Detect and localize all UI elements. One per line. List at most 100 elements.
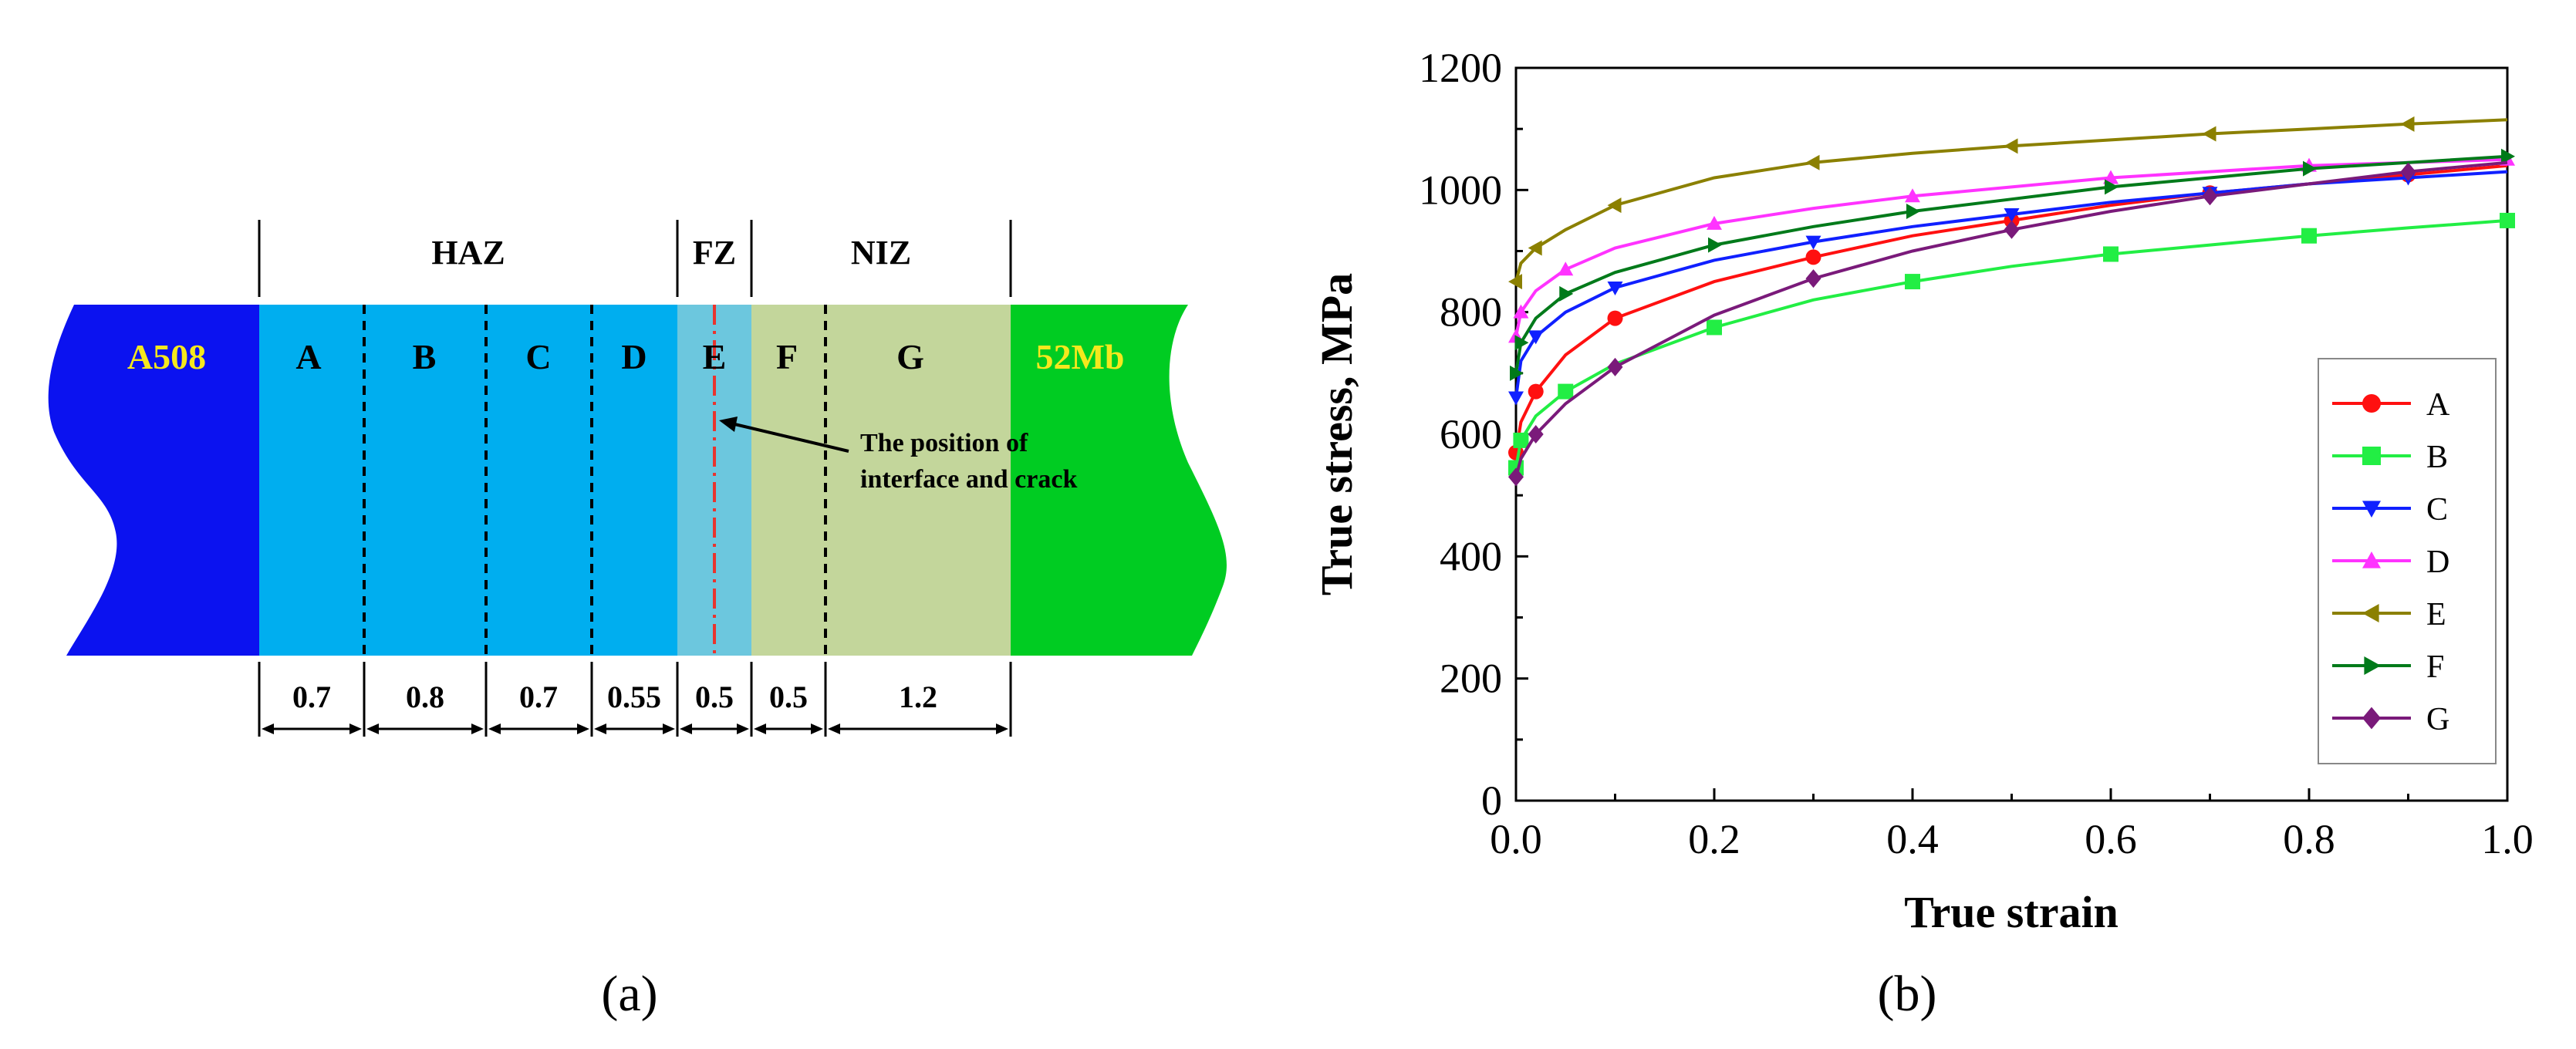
y-axis-label: True stress, MPa: [1312, 273, 1362, 595]
data-point: [2004, 220, 2020, 239]
data-point: [2362, 447, 2381, 465]
data-point: [2501, 148, 2515, 164]
data-point: [1508, 467, 1524, 487]
legend-label: D: [2426, 545, 2449, 580]
annotation-line-2: interface and crack: [860, 465, 1077, 494]
legend-label: E: [2426, 597, 2446, 632]
legend-label: G: [2426, 702, 2449, 737]
series-B: [1508, 212, 2515, 476]
caption-a: (a): [601, 966, 657, 1022]
y-tick-label: 1000: [1419, 167, 1502, 213]
series-line: [1514, 218, 2508, 468]
dimension-arrow: [680, 724, 749, 734]
legend-item-B: B: [2332, 440, 2448, 475]
data-point: [2362, 707, 2381, 730]
x-tick-label: 0.8: [2283, 816, 2335, 862]
data-point: [2362, 604, 2379, 622]
data-point: [1607, 310, 1623, 326]
zone-label-f: F: [776, 337, 798, 376]
dimension-arrow: [488, 724, 589, 734]
data-point: [1707, 215, 1722, 230]
legend-label: C: [2426, 492, 2448, 528]
zone-label-a: A: [295, 337, 321, 376]
x-tick-label: 0.4: [1886, 816, 1939, 862]
dimension-arrows: [262, 724, 1008, 734]
legend-item-G: G: [2332, 702, 2449, 737]
axis-tick-labels: 0.0 0.2 0.4 0.6 0.8 1.0 0 200 400 600 800 1000 1200: [1419, 45, 2534, 862]
data-point: [1805, 249, 1821, 265]
data-point: [1707, 319, 1722, 336]
group-label-haz: HAZ: [431, 234, 505, 272]
zone-labels: A B C D E F G: [295, 337, 924, 376]
dimension-ticks: [258, 662, 1012, 737]
panel-b-chart: 0.0 0.2 0.4 0.6 0.8 1.0020040060080010001200 …: [1312, 45, 2534, 937]
data-point: [1528, 240, 1542, 256]
width-b: 0.8: [406, 680, 444, 714]
series-G: [1508, 160, 2508, 487]
base-metal-label: A508: [127, 337, 206, 376]
data-point: [2202, 187, 2218, 206]
data-point: [1528, 425, 1544, 444]
data-point: [1607, 357, 1623, 376]
y-tick-label: 600: [1440, 411, 1502, 457]
legend-item-D: D: [2332, 545, 2449, 580]
data-point: [2500, 212, 2515, 228]
width-e: 0.5: [695, 680, 734, 714]
dimension-arrow: [594, 724, 675, 734]
series-line: [1514, 157, 2508, 337]
y-tick-label: 0: [1481, 777, 1502, 824]
legend-item-E: E: [2332, 597, 2446, 632]
width-a: 0.7: [292, 680, 331, 714]
caption-b: (b): [1878, 966, 1937, 1022]
x-tick-label: 1.0: [2481, 816, 2534, 862]
y-tick-label: 400: [1440, 533, 1502, 579]
zone-label-d: D: [621, 337, 647, 376]
data-point: [1905, 274, 1920, 290]
data-point: [1805, 154, 1820, 170]
data-point: [2004, 208, 2020, 222]
dimension-values: 0.7 0.8 0.7 0.55 0.5 0.5 1.2: [292, 680, 937, 714]
y-tick-label: 800: [1440, 289, 1502, 336]
data-point: [2364, 656, 2381, 675]
haz-region: [259, 305, 677, 656]
data-point: [2202, 126, 2216, 142]
data-point: [1558, 261, 1574, 276]
panel-a: HAZ FZ NIZ A508 52Mb A B C D E F G The p…: [48, 220, 1227, 1022]
zone-label-c: C: [525, 337, 551, 376]
annotation-arrow: [719, 417, 849, 453]
data-point: [2004, 138, 2018, 154]
data-point: [2303, 160, 2317, 177]
zone-label-b: B: [413, 337, 437, 376]
annotation-line-1: The position of: [860, 429, 1028, 457]
legend-item-C: C: [2332, 492, 2448, 528]
data-point: [2400, 162, 2416, 181]
data-point: [1708, 237, 1722, 253]
data-point: [1508, 274, 1522, 290]
zone-boundaries: [363, 305, 827, 656]
x-tick-label: 0.6: [2085, 816, 2137, 862]
group-ticks: [258, 220, 1012, 297]
dimension-arrow: [262, 724, 362, 734]
data-point: [1607, 197, 1622, 214]
data-point: [1510, 365, 1524, 381]
niz-region: [751, 305, 1011, 656]
data-point: [2105, 179, 2119, 195]
data-point: [1513, 432, 1529, 448]
width-c: 0.7: [519, 680, 558, 714]
y-tick-label: 200: [1440, 656, 1502, 702]
series-line: [1514, 154, 2508, 374]
a508-region: [48, 305, 259, 656]
legend-label: B: [2426, 440, 2448, 475]
data-point: [1514, 335, 1529, 351]
zone-label-g: G: [896, 337, 924, 376]
data-point: [1513, 304, 1529, 319]
legend-item-A: A: [2332, 387, 2450, 423]
data-point: [1805, 235, 1821, 250]
data-point: [2362, 551, 2381, 568]
legend-item-F: F: [2332, 649, 2444, 685]
data-point: [2362, 501, 2381, 518]
width-f: 0.5: [769, 680, 808, 714]
series-E: [1508, 116, 2508, 290]
